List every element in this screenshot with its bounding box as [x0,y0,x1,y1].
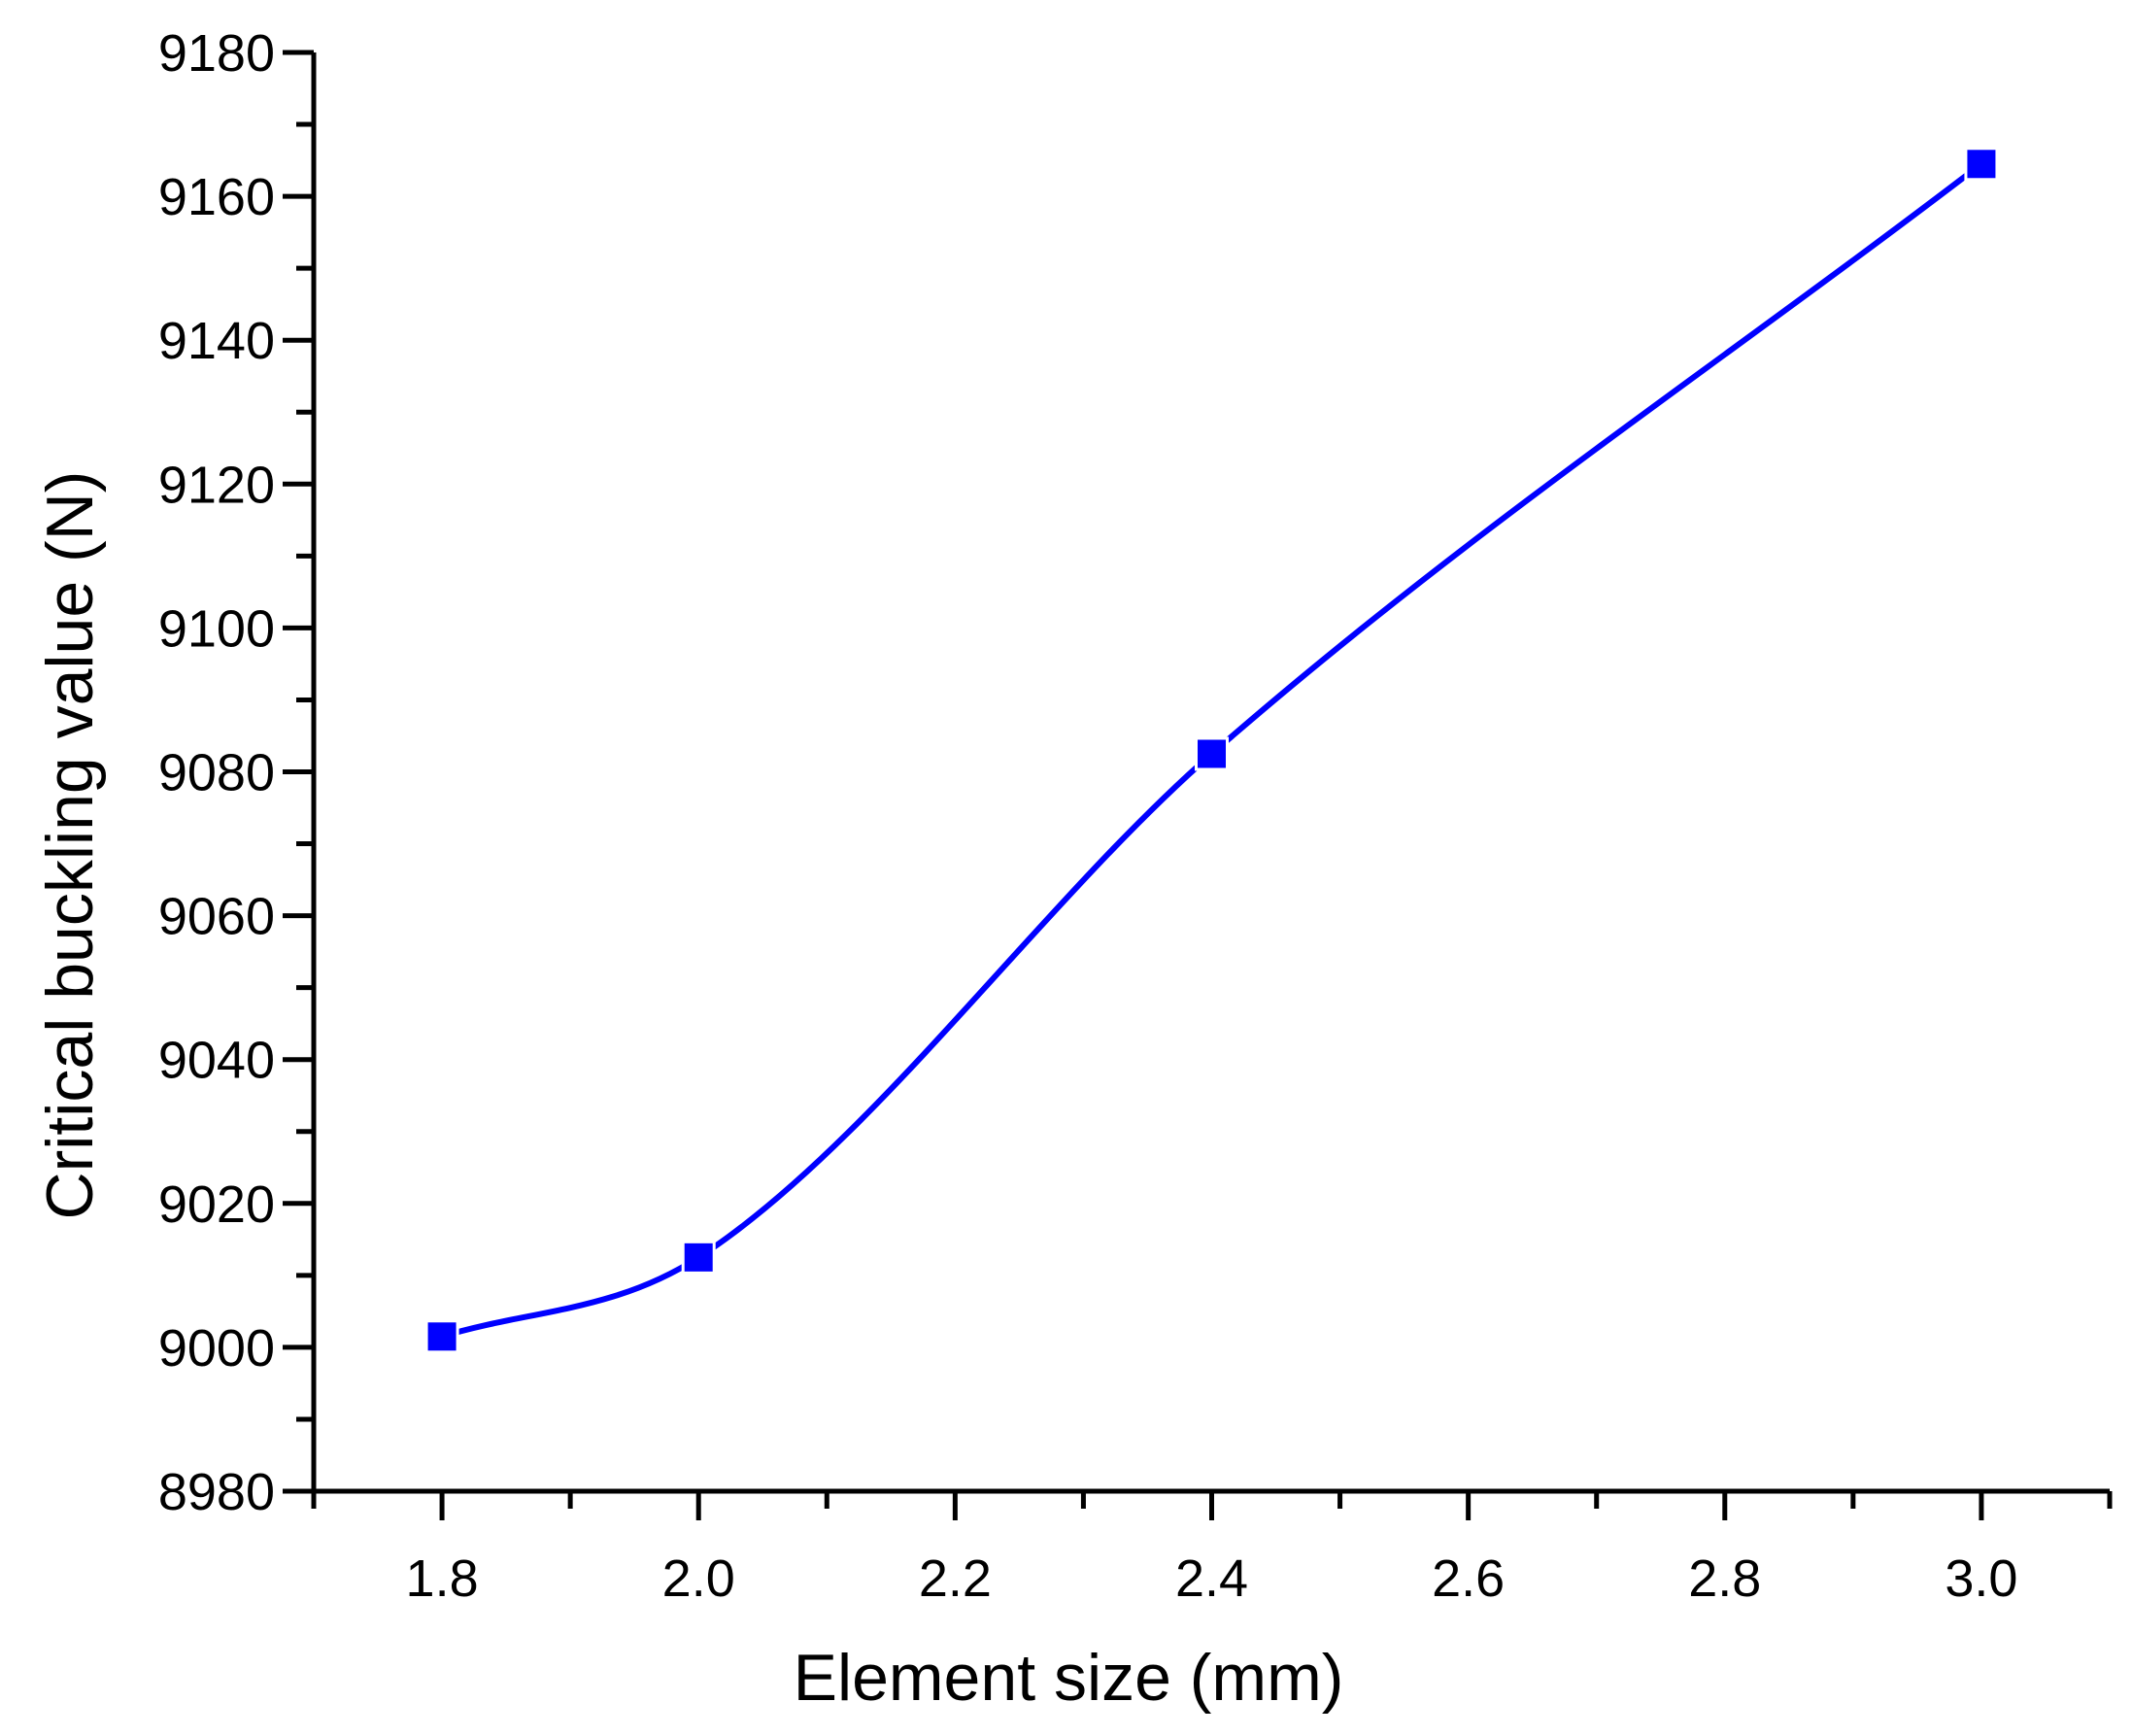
x-tick-label: 2.2 [919,1549,992,1608]
x-tick-label: 2.0 [662,1549,735,1608]
y-tick-label: 9040 [158,1032,275,1090]
y-tick-label: 9120 [158,456,275,514]
y-tick-label: 9100 [158,599,275,658]
y-tick-label: 9020 [158,1175,275,1234]
y-tick-label: 9060 [158,888,275,946]
y-tick-labels: 8980 9000 9020 9040 9060 9080 9100 9120 9140 9160… [158,24,275,1521]
y-tick-label: 9080 [158,744,275,802]
data-point [681,1240,716,1275]
x-tick-label: 2.6 [1432,1549,1505,1608]
y-tick-label: 8980 [158,1463,275,1521]
x-tick-label: 2.4 [1175,1549,1248,1608]
x-tick-label: 1.8 [406,1549,479,1608]
x-tick-label: 3.0 [1945,1549,2017,1608]
y-axis-title: Critical buckling value (N) [33,471,107,1220]
y-tick-label: 9140 [158,312,275,370]
y-tick-label: 9000 [158,1319,275,1378]
data-point [424,1319,459,1354]
x-axis-title: Element size (mm) [794,1641,1344,1715]
data-point [1195,736,1229,771]
y-tick-label: 9160 [158,168,275,226]
data-point [1964,147,1999,182]
x-tick-label: 2.8 [1688,1549,1761,1608]
y-tick-label: 9180 [158,24,275,83]
axes [283,50,2113,1520]
x-tick-labels: 1.8 2.0 2.2 2.4 2.6 2.8 3.0 [406,1549,2018,1608]
series-line [441,161,1983,1340]
plot-area [424,147,1999,1354]
